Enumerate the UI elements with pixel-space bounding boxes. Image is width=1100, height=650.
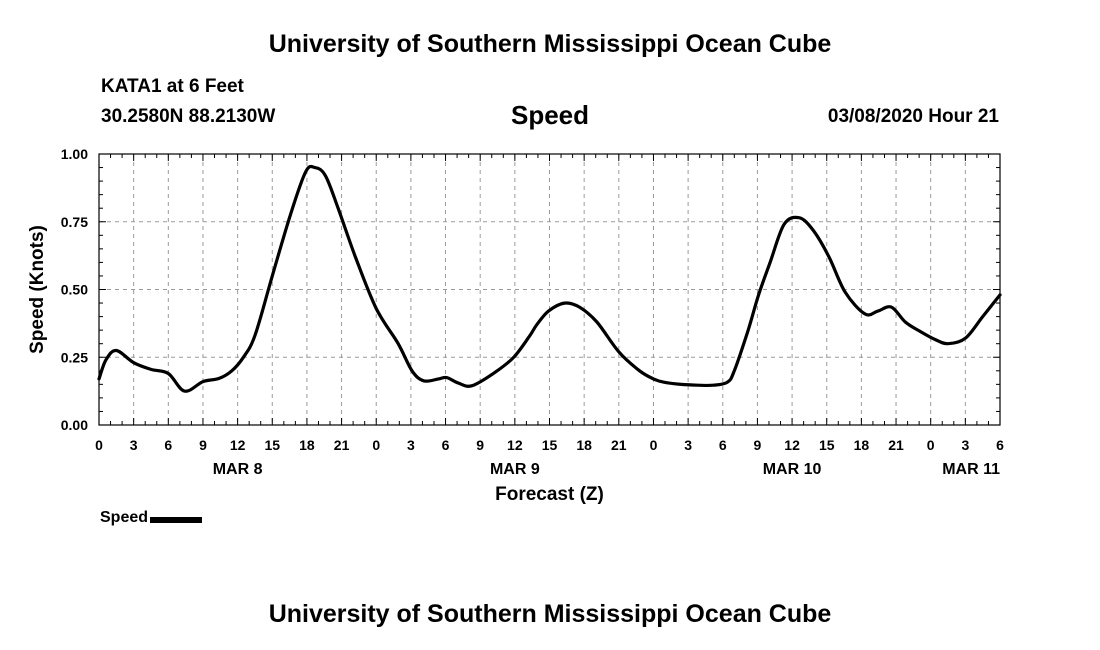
day-label: MAR 11 bbox=[942, 461, 1000, 478]
series-layer bbox=[97, 164, 1002, 393]
station-label: KATA1 at 6 Feet bbox=[101, 76, 244, 97]
x-axis-label: Forecast (Z) bbox=[495, 484, 604, 505]
forecast-datetime: 03/08/2020 Hour 21 bbox=[827, 106, 999, 127]
x-tick-label: 9 bbox=[754, 437, 762, 453]
x-tick-label: 9 bbox=[199, 437, 207, 453]
x-tick-label: 3 bbox=[684, 437, 692, 453]
x-tick-label: 3 bbox=[961, 437, 969, 453]
x-tick-label: 21 bbox=[611, 437, 627, 453]
chart-title: Speed bbox=[510, 100, 590, 130]
y-tick-label: 0.00 bbox=[61, 417, 88, 433]
page-title-bottom: University of Southern Mississippi Ocean… bbox=[268, 600, 832, 628]
x-tick-label: 0 bbox=[650, 437, 658, 453]
legend-swatch bbox=[150, 517, 203, 523]
page-title-top: University of Southern Mississippi Ocean… bbox=[268, 30, 832, 58]
x-tick-label: 15 bbox=[819, 437, 835, 453]
legend-label: Speed bbox=[100, 509, 149, 526]
y-tick-label: 0.75 bbox=[61, 214, 88, 230]
day-label: MAR 9 bbox=[490, 461, 540, 478]
x-tick-label: 3 bbox=[130, 437, 138, 453]
x-tick-label: 12 bbox=[230, 437, 246, 453]
day-label: MAR 8 bbox=[213, 461, 263, 478]
y-tick-label: 1.00 bbox=[61, 146, 88, 162]
x-tick-label: 6 bbox=[164, 437, 172, 453]
y-axis-label: Speed (Knots) bbox=[27, 225, 48, 354]
x-tick-label: 9 bbox=[476, 437, 484, 453]
x-tick-label: 6 bbox=[442, 437, 450, 453]
x-tick-label: 12 bbox=[507, 437, 523, 453]
x-tick-label: 18 bbox=[576, 437, 592, 453]
x-tick-label: 15 bbox=[264, 437, 280, 453]
speed-series-line bbox=[97, 164, 1002, 393]
x-tick-label: 0 bbox=[95, 437, 103, 453]
x-tick-label: 21 bbox=[888, 437, 904, 453]
y-tick-label: 0.50 bbox=[61, 282, 88, 298]
axes bbox=[98, 153, 1001, 426]
grid-lines bbox=[99, 154, 1000, 425]
x-tick-label: 21 bbox=[334, 437, 350, 453]
x-tick-label: 15 bbox=[542, 437, 558, 453]
x-tick-label: 0 bbox=[372, 437, 380, 453]
x-tick-label: 0 bbox=[927, 437, 935, 453]
y-tick-label: 0.25 bbox=[61, 349, 88, 365]
day-label: MAR 10 bbox=[763, 461, 822, 478]
coordinates-label: 30.2580N 88.2130W bbox=[101, 106, 276, 127]
x-tick-label: 18 bbox=[854, 437, 870, 453]
legend: Speed bbox=[100, 509, 203, 527]
x-tick-label: 6 bbox=[996, 437, 1004, 453]
x-tick-label: 12 bbox=[784, 437, 800, 453]
x-tick-label: 3 bbox=[407, 437, 415, 453]
x-tick-label: 6 bbox=[719, 437, 727, 453]
axis-labels: 0 3 6 9 12 15 18 21 0 3 6 9 12 15 18 21 0 3 6 9 12 15 18 21 0 3 6 0… bbox=[27, 146, 1004, 505]
x-tick-label: 18 bbox=[299, 437, 315, 453]
